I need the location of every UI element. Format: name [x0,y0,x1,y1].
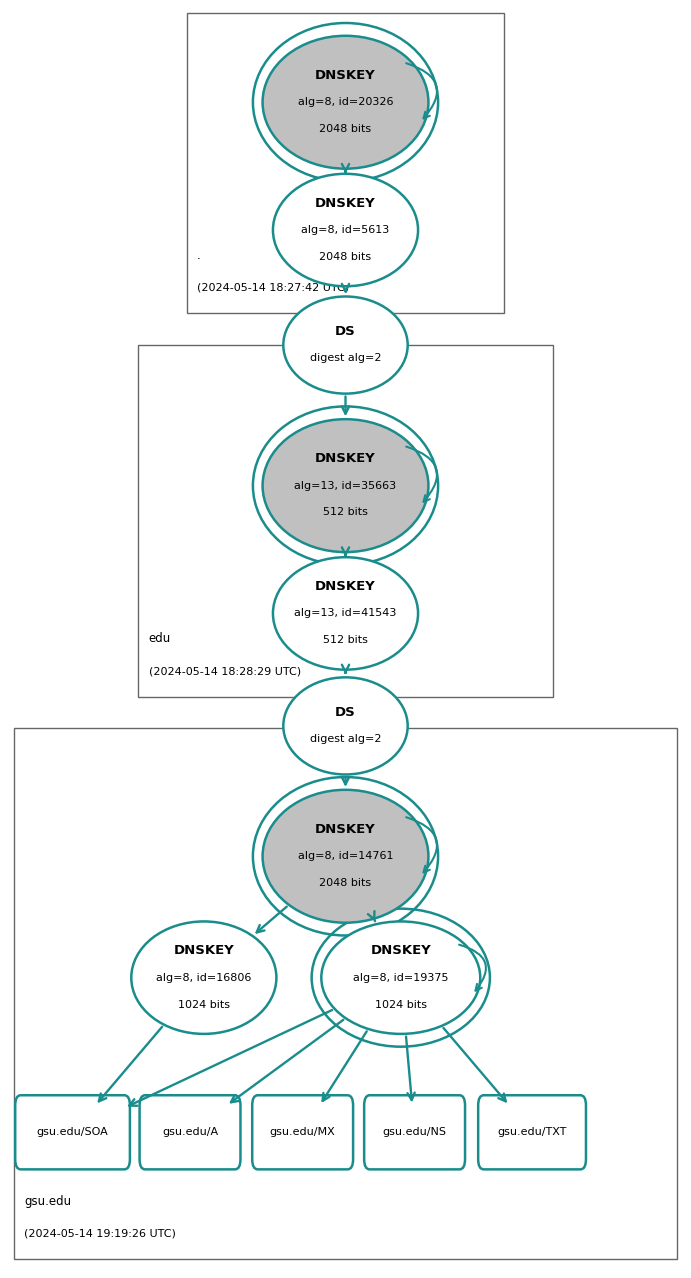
FancyBboxPatch shape [252,1095,353,1169]
Text: 2048 bits: 2048 bits [319,124,372,134]
Text: digest alg=2: digest alg=2 [310,354,381,363]
Ellipse shape [263,419,428,552]
Text: DNSKEY: DNSKEY [315,452,376,465]
Ellipse shape [273,174,418,286]
Text: gsu.edu/MX: gsu.edu/MX [269,1127,336,1137]
Text: alg=8, id=14761: alg=8, id=14761 [298,851,393,861]
Ellipse shape [263,790,428,923]
Text: 512 bits: 512 bits [323,635,368,645]
Text: DNSKEY: DNSKEY [173,944,234,957]
Text: gsu.edu/NS: gsu.edu/NS [383,1127,446,1137]
Text: alg=8, id=5613: alg=8, id=5613 [301,225,390,235]
Bar [187,13,504,313]
Bar [138,345,553,697]
Text: alg=13, id=41543: alg=13, id=41543 [294,608,397,619]
Text: alg=13, id=35663: alg=13, id=35663 [294,481,397,491]
Text: DNSKEY: DNSKEY [315,69,376,82]
Text: (2024-05-14 18:28:29 UTC): (2024-05-14 18:28:29 UTC) [149,666,301,676]
Text: edu: edu [149,633,171,645]
Ellipse shape [283,296,408,394]
Text: 1024 bits: 1024 bits [178,999,230,1010]
Text: DS: DS [335,325,356,339]
Text: DNSKEY: DNSKEY [370,944,431,957]
Text: DNSKEY: DNSKEY [315,580,376,593]
Text: gsu.edu/A: gsu.edu/A [162,1127,218,1137]
Text: gsu.edu: gsu.edu [24,1195,71,1208]
FancyBboxPatch shape [364,1095,465,1169]
Text: 512 bits: 512 bits [323,507,368,518]
FancyBboxPatch shape [478,1095,586,1169]
Text: alg=8, id=19375: alg=8, id=19375 [353,973,448,983]
Text: (2024-05-14 18:27:42 UTC): (2024-05-14 18:27:42 UTC) [197,282,349,293]
Text: alg=8, id=20326: alg=8, id=20326 [298,97,393,107]
Text: gsu.edu/TXT: gsu.edu/TXT [498,1127,567,1137]
Text: .: . [197,249,200,262]
Text: (2024-05-14 19:19:26 UTC): (2024-05-14 19:19:26 UTC) [24,1228,176,1238]
Text: gsu.edu/SOA: gsu.edu/SOA [37,1127,108,1137]
Text: DNSKEY: DNSKEY [315,823,376,836]
Ellipse shape [131,921,276,1034]
Ellipse shape [273,557,418,670]
Text: digest alg=2: digest alg=2 [310,735,381,744]
Ellipse shape [283,677,408,774]
Text: alg=8, id=16806: alg=8, id=16806 [156,973,252,983]
Text: 1024 bits: 1024 bits [375,999,427,1010]
Ellipse shape [321,921,480,1034]
Bar [14,728,677,1259]
FancyBboxPatch shape [15,1095,130,1169]
Text: 2048 bits: 2048 bits [319,878,372,888]
Text: DNSKEY: DNSKEY [315,197,376,210]
Ellipse shape [263,36,428,169]
FancyBboxPatch shape [140,1095,240,1169]
Text: DS: DS [335,705,356,720]
Text: 2048 bits: 2048 bits [319,252,372,262]
